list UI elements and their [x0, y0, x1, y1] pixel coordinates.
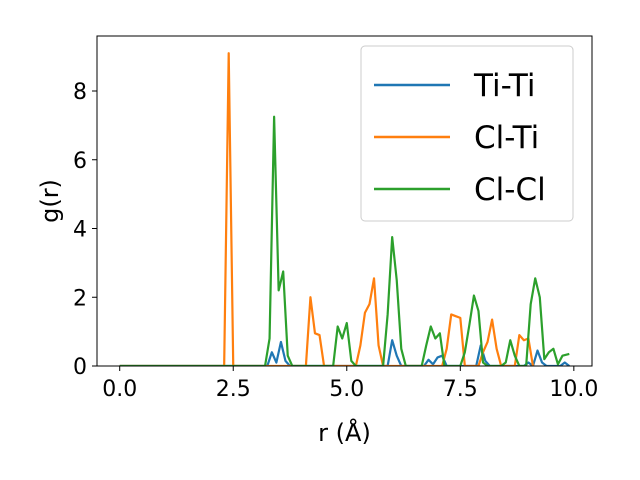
series-lines: [119, 52, 570, 366]
series-line-cl-ti: [119, 52, 535, 366]
y-tick-label: 2: [73, 286, 87, 311]
x-tick-label: 5.0: [329, 377, 364, 402]
legend-entry: Cl-Cl: [474, 172, 546, 208]
y-axis: 0 2 4 6 8: [73, 80, 97, 380]
series-line-cl-cl: [119, 115, 570, 366]
legend-entry: Cl-Ti: [474, 120, 539, 156]
y-axis-label: g(r): [36, 179, 64, 223]
series-line-ti-ti: [119, 339, 570, 366]
legend-box: [360, 45, 574, 222]
y-tick-label: 0: [73, 355, 87, 380]
y-tick-label: 8: [73, 80, 87, 105]
x-axis-label: r (Å): [318, 418, 371, 447]
x-tick-label: 7.5: [443, 377, 478, 402]
legend-entry: Ti-Ti: [473, 68, 536, 104]
x-axis: 0.0 2.5 5.0 7.5 10.0: [102, 366, 598, 402]
plot-frame: [96, 35, 593, 367]
legend: Ti-Ti Cl-Ti Cl-Cl: [360, 45, 574, 222]
x-tick-label: 0.0: [102, 377, 137, 402]
x-tick-label: 2.5: [216, 377, 251, 402]
y-tick-label: 6: [73, 149, 87, 174]
y-tick-label: 4: [73, 218, 87, 243]
x-tick-label: 10.0: [549, 377, 598, 402]
